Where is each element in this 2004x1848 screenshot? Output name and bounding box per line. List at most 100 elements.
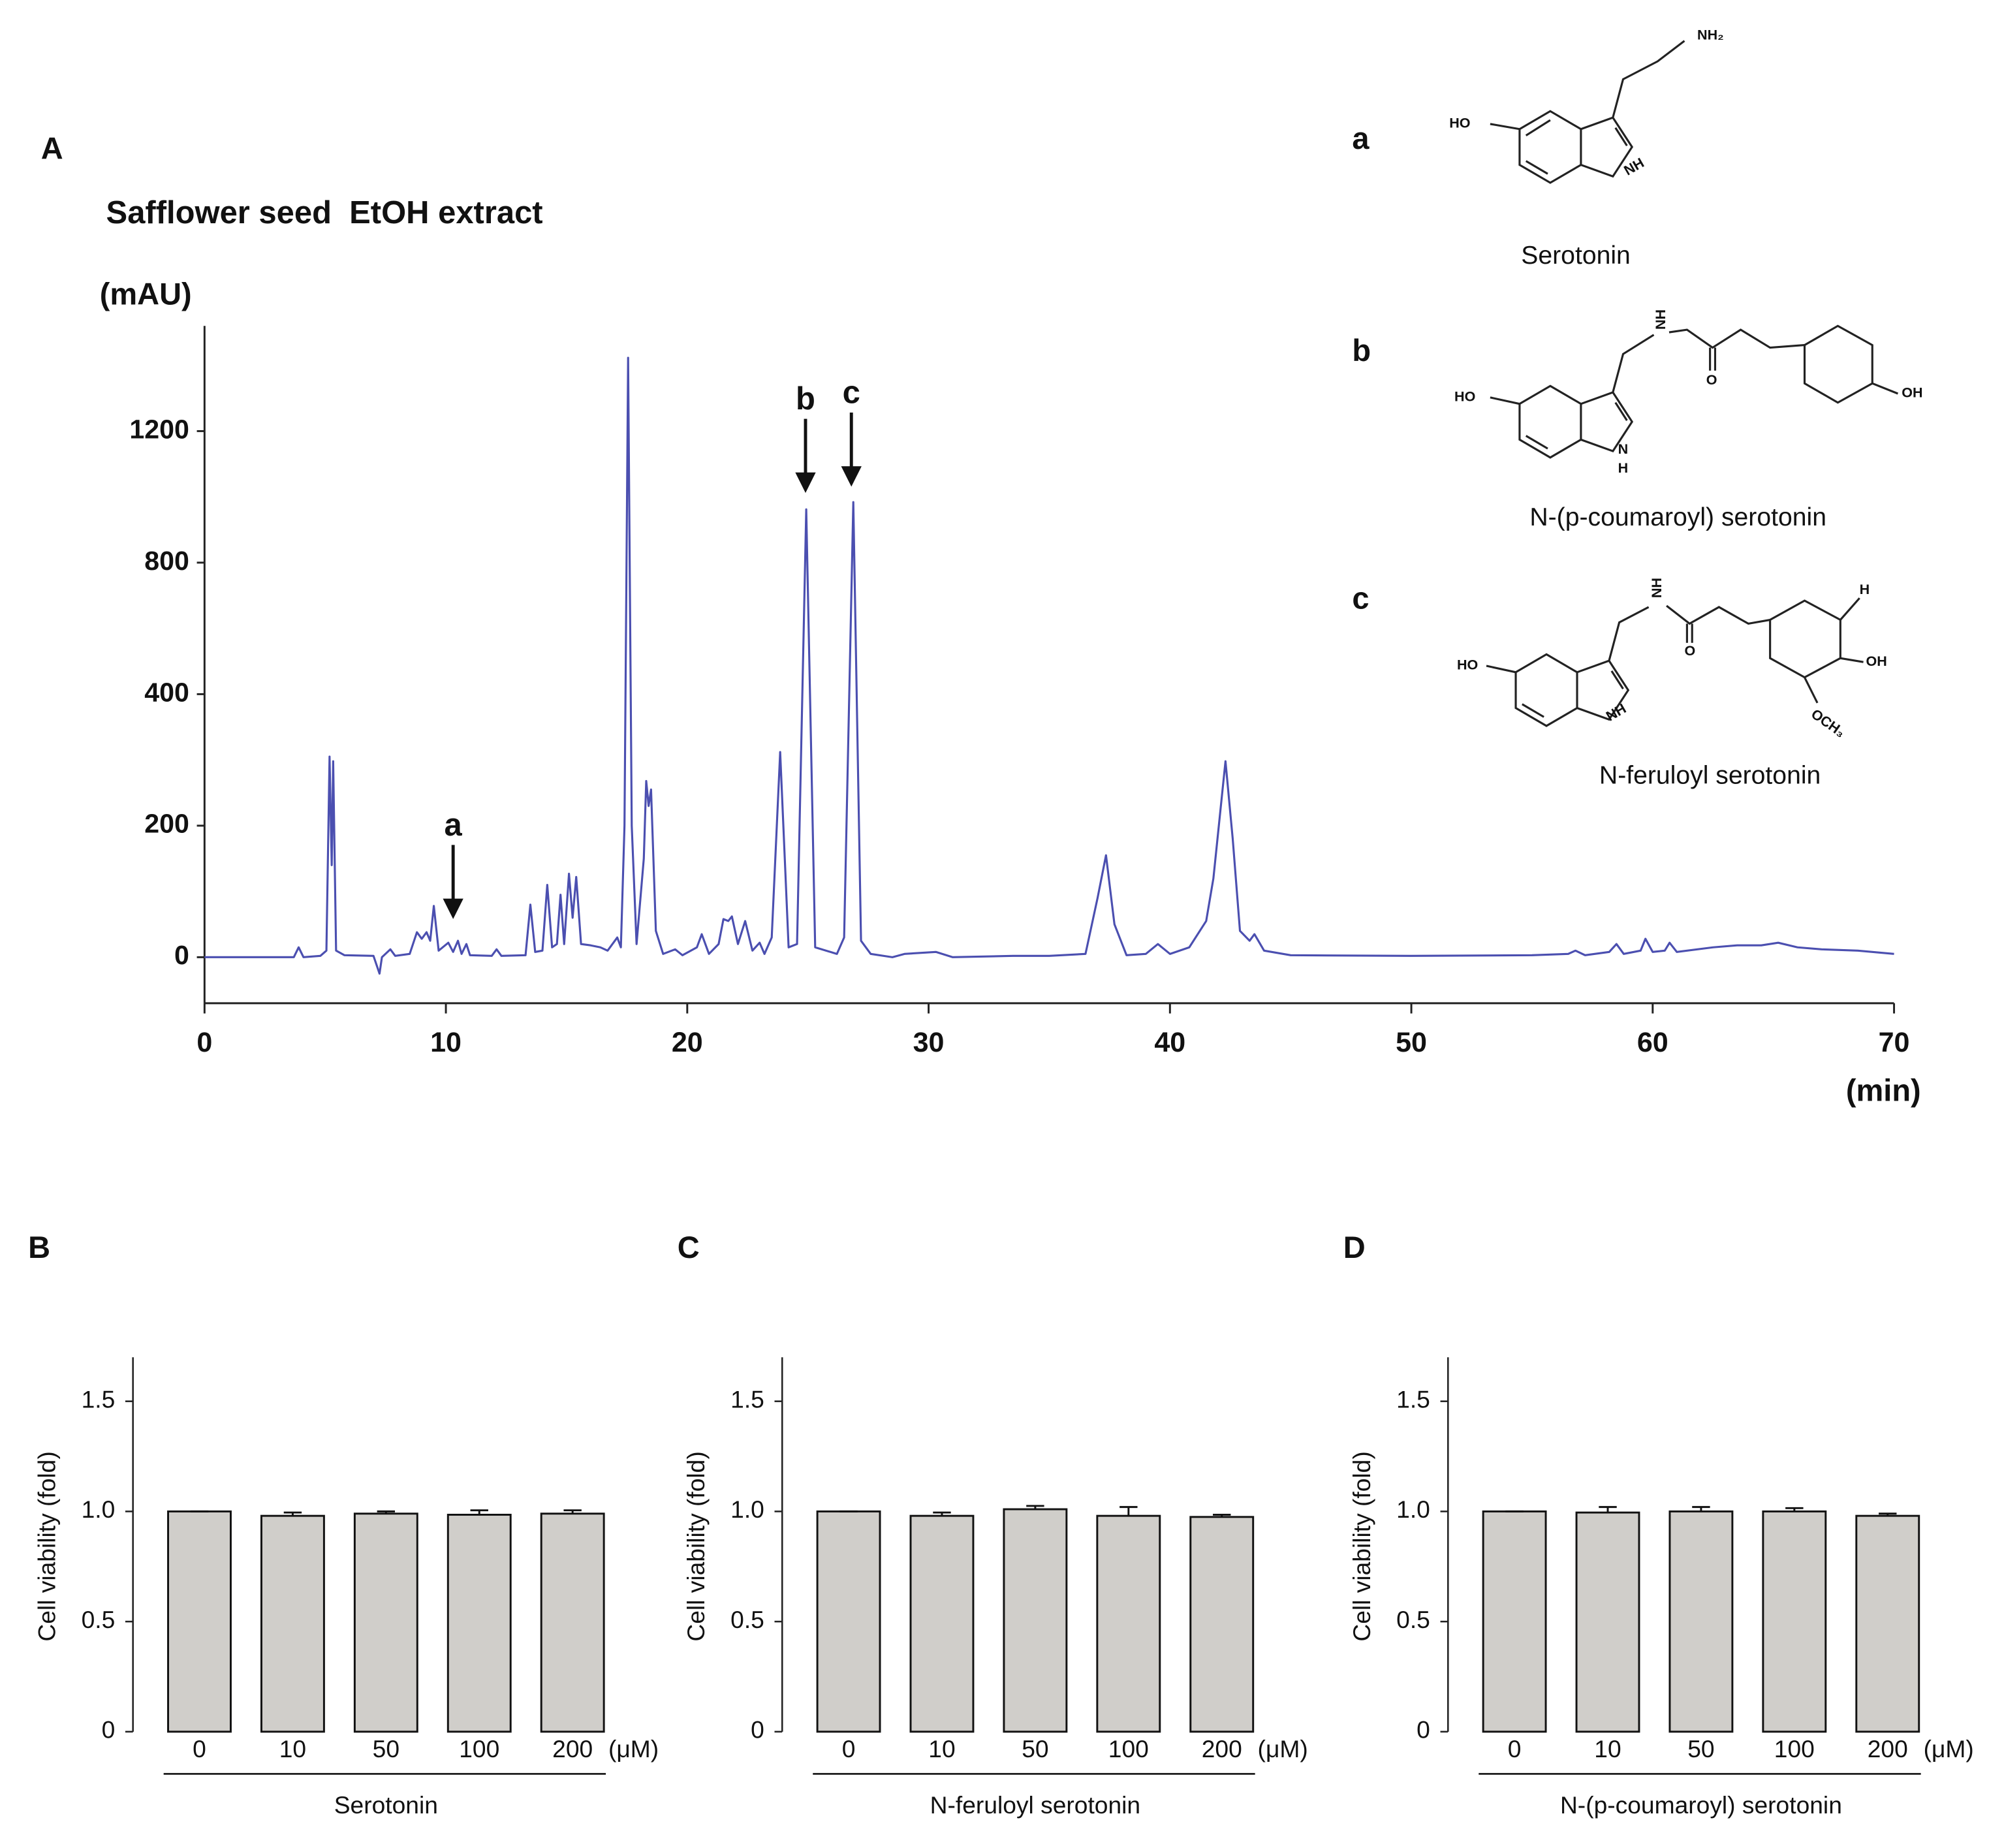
y-tick-label: 1.0 xyxy=(82,1496,116,1523)
bar xyxy=(1096,1514,1161,1733)
x-tick-label: 0 xyxy=(1508,1735,1522,1762)
structure-name: N-feruloyl serotonin xyxy=(1599,762,1821,790)
x-tick-label: 0 xyxy=(196,1027,212,1058)
bar xyxy=(260,1514,325,1733)
bar xyxy=(446,1513,512,1733)
structure-label: a xyxy=(1352,121,1370,155)
x-tick-label: 100 xyxy=(1774,1735,1815,1762)
bond xyxy=(1614,127,1628,147)
y-tick-label: 1.5 xyxy=(82,1386,116,1413)
atom: NH₂ xyxy=(1697,27,1724,43)
x-tick-label: 50 xyxy=(1396,1027,1427,1058)
x-tick-label: 20 xyxy=(672,1027,703,1058)
y-tick-label: 0 xyxy=(174,940,189,970)
bar xyxy=(1762,1510,1827,1733)
chart-title: Safflower seed EtOH extract xyxy=(106,195,543,230)
x-tick-label: 50 xyxy=(1687,1735,1714,1762)
y-tick-label: 0.5 xyxy=(1396,1606,1430,1633)
atom: HO xyxy=(1449,116,1470,131)
panel-label: D xyxy=(1343,1230,1366,1264)
x-tick-label: 10 xyxy=(928,1735,955,1762)
bond xyxy=(1610,670,1624,690)
y-tick-label: 0.5 xyxy=(730,1606,764,1633)
bond xyxy=(1525,435,1548,450)
bar xyxy=(167,1510,232,1733)
panel-label: B xyxy=(28,1230,50,1264)
x-tick-label: 10 xyxy=(430,1027,462,1058)
bar xyxy=(540,1512,605,1733)
panel-label: C xyxy=(678,1230,700,1264)
x-tick-label: 50 xyxy=(1022,1735,1048,1762)
bond xyxy=(1840,597,1860,621)
arrow-head xyxy=(841,466,862,487)
bond xyxy=(1490,123,1520,131)
unit-label: (μM) xyxy=(1924,1735,1974,1762)
x-axis-label: N-feruloyl serotonin xyxy=(930,1791,1140,1819)
bar xyxy=(1482,1510,1547,1733)
y-tick-label: 0.5 xyxy=(82,1606,116,1633)
annotation-label: b xyxy=(796,381,815,416)
y-tick-label: 1.0 xyxy=(1396,1496,1430,1523)
bar xyxy=(1189,1516,1255,1733)
bond xyxy=(1668,328,1805,349)
bond xyxy=(1490,396,1520,405)
panel-label: A xyxy=(41,131,63,165)
y-axis-label: Cell viability (fold) xyxy=(1348,1451,1375,1641)
arrow-head xyxy=(443,898,463,919)
y-tick-label: 1.5 xyxy=(1396,1386,1430,1413)
atom: O xyxy=(1706,372,1717,388)
x-axis-label: N-(p-coumaroyl) serotonin xyxy=(1560,1791,1842,1819)
y-axis-label: Cell viability (fold) xyxy=(682,1451,710,1641)
y-tick-label: 0 xyxy=(1417,1716,1430,1744)
bond xyxy=(1803,324,1873,404)
x-tick-label: 0 xyxy=(193,1735,206,1762)
x-tick-label: 0 xyxy=(842,1735,856,1762)
structure-name: Serotonin xyxy=(1521,242,1631,270)
bond xyxy=(1525,119,1551,136)
x-tick-label: 40 xyxy=(1154,1027,1185,1058)
bar xyxy=(353,1512,418,1733)
bond xyxy=(1804,676,1819,704)
bond xyxy=(1608,606,1650,661)
bond xyxy=(1518,110,1582,184)
atom: OH xyxy=(1866,653,1887,669)
atom: HO xyxy=(1457,657,1478,673)
bond xyxy=(1525,160,1548,175)
x-tick-label: 200 xyxy=(552,1735,593,1762)
unit-label: (μM) xyxy=(608,1735,659,1762)
y-tick-label: 800 xyxy=(144,546,189,576)
bar xyxy=(1855,1514,1920,1733)
annotation-label: c xyxy=(843,375,860,411)
atom: N xyxy=(1618,441,1629,457)
y-tick-label: 0 xyxy=(102,1716,116,1744)
bond xyxy=(1518,384,1582,459)
x-tick-label: 200 xyxy=(1868,1735,1908,1762)
bond xyxy=(1769,599,1841,679)
bond xyxy=(1614,401,1628,421)
y-tick-label: 400 xyxy=(144,677,189,707)
bond xyxy=(1522,703,1544,718)
x-tick-label: 100 xyxy=(1108,1735,1149,1762)
x-tick-label: 10 xyxy=(279,1735,306,1762)
atom: OCH₃ xyxy=(1808,706,1848,741)
atom: HO xyxy=(1454,389,1475,405)
unit-label: (μM) xyxy=(1258,1735,1308,1762)
bond xyxy=(1871,382,1899,395)
atom: H xyxy=(1618,460,1629,476)
annotation-label: a xyxy=(445,807,463,843)
arrow-head xyxy=(795,472,816,493)
x-tick-label: 10 xyxy=(1594,1735,1621,1762)
atom: NH xyxy=(1653,309,1668,330)
bond xyxy=(1612,334,1655,393)
bond xyxy=(1612,40,1685,118)
atom: NH xyxy=(1603,700,1629,724)
atom: O xyxy=(1684,643,1695,659)
bond xyxy=(1580,391,1634,453)
bar xyxy=(1575,1511,1640,1733)
bond xyxy=(1514,653,1578,727)
x-tick-label: 50 xyxy=(373,1735,399,1762)
structures: a NH₂ HO NH Serotonin b HO N H NH O OH N… xyxy=(1352,27,1922,790)
bond xyxy=(1486,665,1516,674)
atom: H xyxy=(1860,582,1870,597)
